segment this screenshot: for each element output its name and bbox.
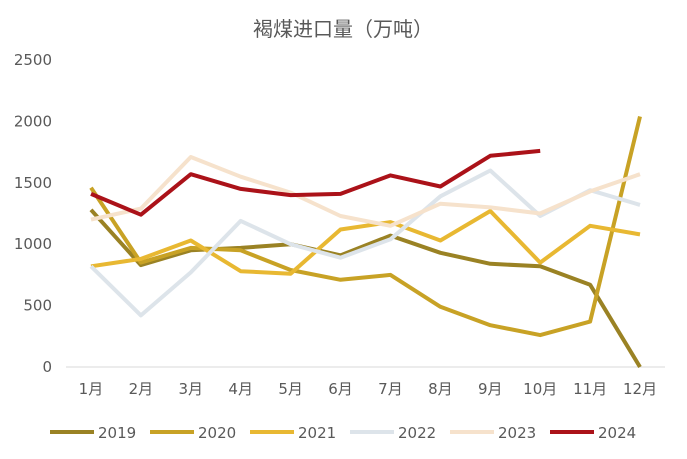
x-tick-label: 8月 — [428, 380, 453, 398]
y-tick-label: 2000 — [14, 112, 52, 130]
x-tick-label: 11月 — [573, 380, 607, 398]
legend: 2019 2020 2021 2022 2023 2024 — [50, 424, 636, 442]
x-tick-label: 9月 — [478, 380, 503, 398]
legend-label-2023: 2023 — [498, 424, 536, 442]
series-line-2023 — [90, 155, 641, 228]
series-line-2019 — [89, 208, 642, 369]
axis-layer: 0 500 1000 1500 2000 2500 1月 2月 3月 4月 5月 6月 7月 8月 9月 10… — [14, 51, 665, 398]
x-tick-label: 12月 — [623, 380, 657, 398]
series-layer — [89, 116, 642, 369]
series-line-2020 — [89, 116, 642, 338]
series-line-2022 — [89, 168, 641, 318]
y-tick-label: 500 — [23, 297, 52, 315]
legend-label-2019: 2019 — [98, 424, 136, 442]
legend-label-2024: 2024 — [598, 424, 636, 442]
x-tick-label: 7月 — [378, 380, 403, 398]
x-tick-label: 5月 — [278, 380, 303, 398]
x-tick-label: 3月 — [179, 380, 204, 398]
series-line-2024 — [90, 148, 541, 217]
chart-title: 褐煤进口量（万吨） — [253, 17, 433, 41]
legend-label-2020: 2020 — [198, 424, 236, 442]
y-tick-label: 1000 — [14, 235, 52, 253]
x-tick-label: 2月 — [129, 380, 154, 398]
x-tick-label: 1月 — [79, 380, 104, 398]
legend-label-2021: 2021 — [298, 424, 336, 442]
y-tick-label: 2500 — [14, 51, 52, 69]
legend-label-2022: 2022 — [398, 424, 436, 442]
x-tick-label: 6月 — [328, 380, 353, 398]
x-tick-label: 4月 — [228, 380, 253, 398]
x-tick-label: 10月 — [523, 380, 557, 398]
y-tick-label: 1500 — [14, 174, 52, 192]
y-tick-label: 0 — [42, 358, 52, 376]
series-line-2021 — [90, 209, 641, 276]
